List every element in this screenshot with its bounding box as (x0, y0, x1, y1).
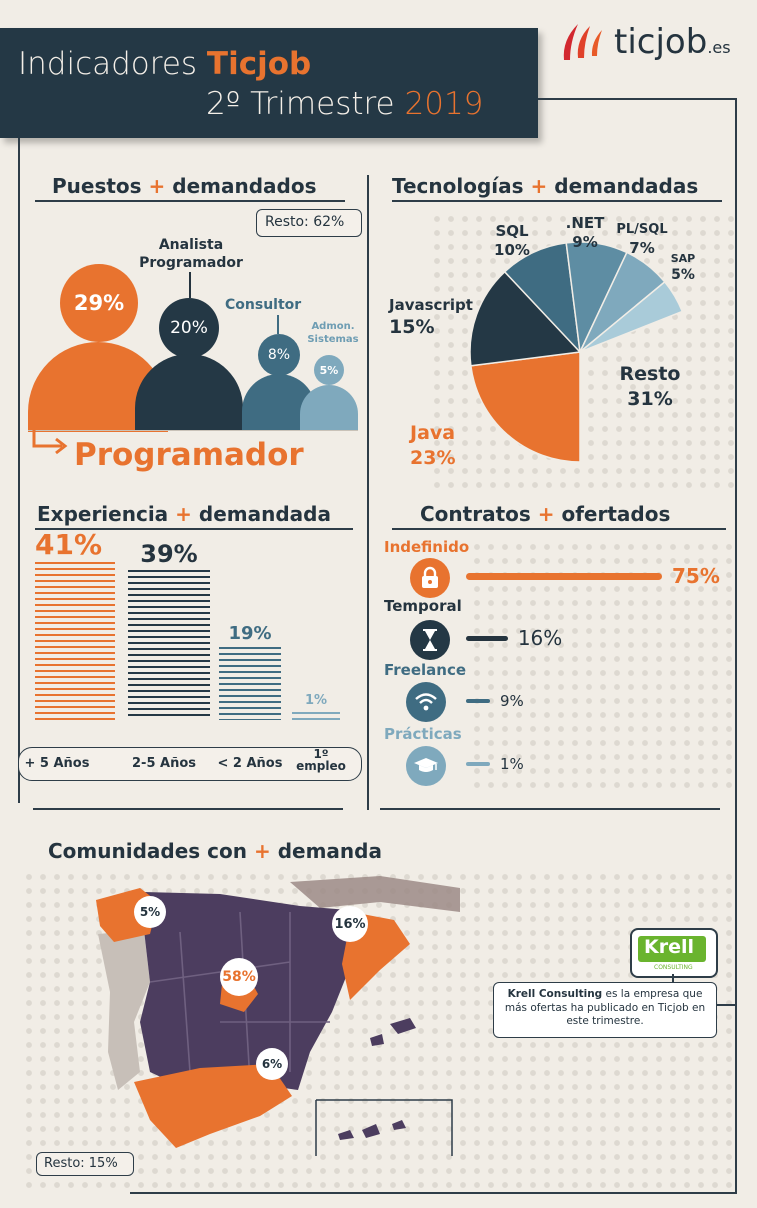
exp-cat-0: + 5 Años (24, 756, 90, 771)
exp-cat-2: < 2 Años (217, 756, 283, 771)
underline-contratos (392, 528, 726, 530)
map-label-galicia: 5% (134, 896, 166, 928)
section-title-puestos: Puestos + demandados (52, 174, 317, 198)
contract-name-2: Freelance (384, 661, 467, 679)
region-andalucia (134, 1064, 292, 1148)
person-admon: 5% (300, 355, 358, 430)
pie-slice-sap (579, 280, 684, 353)
connector-analista (189, 272, 191, 298)
contract-icon-freelance (406, 682, 446, 722)
krell-description: es la empresa que más ofertas ha publica… (504, 988, 706, 1027)
label-consultor: Consultor (225, 297, 302, 313)
exp-cat-3: 1º empleo (296, 747, 346, 773)
connector-consultor (277, 315, 279, 334)
underline-experiencia (35, 528, 353, 530)
contract-bar-0 (466, 572, 662, 580)
logo-mark-icon (563, 24, 602, 60)
header-line2: 2º Trimestre 2019 (206, 86, 484, 122)
contract-bar-2 (466, 699, 490, 703)
logo-text: ticjob.es (614, 22, 731, 62)
section-title-contratos: Contratos + ofertados (420, 502, 671, 526)
contract-pct-2: 9% (500, 691, 524, 710)
pie-label-resto: Resto 31% (619, 363, 681, 410)
contract-name-0: Indefinido (384, 538, 470, 556)
header-banner: Indicadores Ticjob 2º Trimestre 2019 (0, 28, 538, 138)
frame-right-line (735, 98, 737, 1194)
contract-bar-3 (466, 762, 490, 766)
contract-icon-practicas (406, 746, 446, 786)
divider-left (33, 808, 343, 810)
underline-tecnologias (392, 200, 722, 202)
person-pct: 20% (159, 298, 219, 358)
programador-label: Programador (74, 437, 304, 473)
krell-logo-text: Krell (644, 936, 695, 958)
person-pct: 8% (258, 334, 300, 376)
contract-pct-1: 16% (517, 625, 563, 650)
exp-cat-1: 2-5 Años (132, 756, 196, 771)
lock-icon (422, 566, 438, 588)
contract-pct-0: 75% (672, 563, 720, 588)
contract-name-1: Temporal (384, 597, 462, 615)
contract-name-3: Prácticas (384, 725, 462, 743)
exp-pct-1: 39% (140, 539, 198, 568)
person-body (300, 385, 358, 430)
pie-label-plsql: PL/SQL 7% (616, 222, 668, 257)
person-pct: 29% (60, 264, 138, 342)
center-divider (367, 175, 369, 810)
wifi-icon (415, 693, 437, 711)
section-title-tecnologias: Tecnologías + demandadas (392, 174, 699, 198)
pie-label-sap: SAP 5% (670, 252, 696, 283)
person-pct: 5% (314, 355, 344, 385)
experience-categories (18, 747, 362, 781)
exp-bar-1 (128, 569, 210, 720)
dots-contracts (470, 540, 735, 790)
exp-pct-0: 41% (35, 528, 103, 561)
person-analista: 20% (135, 298, 243, 430)
pie-slice-javascript (469, 270, 582, 367)
section-title-experiencia: Experiencia + demandada (37, 502, 331, 526)
label-analista: Analista Programador (139, 237, 243, 271)
puestos-resto-badge: Resto: 62% (256, 209, 362, 237)
map-resto-badge: Resto: 15% (36, 1152, 134, 1176)
hourglass-icon (423, 629, 437, 651)
krell-line-right (714, 1004, 736, 1006)
pie-label-sql: SQL 10% (494, 222, 530, 259)
pie-label-net: .NET 9% (565, 214, 605, 251)
ticjob-logo[interactable]: ticjob.es (556, 12, 746, 68)
header-line1: Indicadores Ticjob (18, 46, 312, 82)
tech-pie-chart (469, 241, 684, 463)
pie-label-java: Java 23% (410, 422, 456, 469)
exp-bar-0 (35, 562, 115, 720)
baseline-people (28, 430, 358, 431)
contract-icon-temporal (410, 620, 450, 660)
frame-bottom-line (130, 1192, 737, 1194)
person-body (135, 354, 243, 430)
graduation-cap-icon (414, 758, 438, 772)
krell-logo[interactable]: Krell CONSULTING (630, 928, 718, 978)
arrow-return-icon (32, 426, 68, 455)
divider-right (380, 808, 720, 810)
exp-pct-2: 19% (228, 622, 272, 644)
section-title-comunidades: Comunidades con + demanda (48, 839, 382, 863)
krell-name: Krell Consulting (507, 988, 603, 1000)
exp-bar-3 (292, 712, 340, 720)
krell-logo-sub: CONSULTING (654, 964, 693, 971)
underline-puestos (35, 200, 345, 202)
krell-info-box: Krell Consulting es la empresa que más o… (493, 982, 717, 1038)
contract-bar-1 (466, 635, 508, 641)
map-label-madrid: 58% (220, 958, 258, 996)
contract-pct-3: 1% (500, 754, 524, 773)
exp-bar-2 (219, 646, 281, 720)
pie-label-javascript: Javascript 15% (389, 296, 473, 338)
exp-pct-3: 1% (304, 693, 328, 708)
contract-icon-indefinido (410, 558, 450, 598)
frame-left-line (18, 138, 20, 803)
map-label-andalucia: 6% (256, 1048, 288, 1080)
frame-top-line (538, 98, 737, 100)
label-admon: Admon. Sistemas (307, 321, 359, 345)
krell-connector (672, 974, 674, 982)
map-label-cataluna: 16% (332, 906, 368, 942)
pie-slice-java (470, 351, 581, 463)
